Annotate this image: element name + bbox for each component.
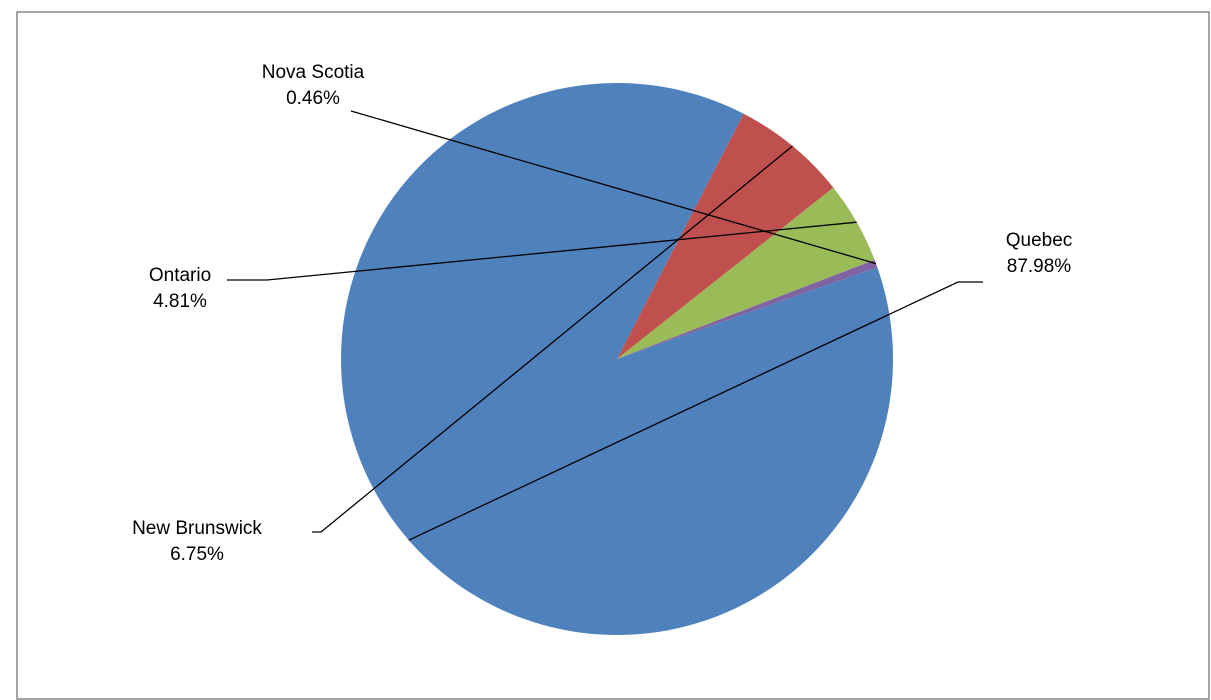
leaders-layer (227, 110, 983, 541)
leader-line-nova-scotia (350, 110, 877, 265)
data-label-quebec: Quebec 87.98% (1006, 230, 1073, 277)
data-label-category: Nova Scotia (262, 62, 365, 83)
data-label-category: Quebec (1006, 230, 1073, 251)
data-label-value: 4.81% (153, 291, 207, 312)
data-label-nova-scotia: Nova Scotia 0.46% (262, 62, 365, 109)
pie-slice-nova-scotia (617, 259, 878, 359)
data-label-category: New Brunswick (132, 518, 262, 539)
leader-line-new-brunswick (312, 145, 793, 533)
leader-line-ontario (227, 221, 857, 281)
data-label-ontario: Ontario 4.81% (149, 265, 211, 312)
data-label-value: 6.75% (170, 544, 224, 565)
labels-layer: Quebec 87.98% New Brunswick 6.75% Ontario 4.8… (132, 62, 1072, 565)
pie-slice-quebec (341, 83, 894, 636)
data-label-value: 0.46% (286, 88, 340, 109)
data-label-new-brunswick: New Brunswick 6.75% (132, 518, 262, 565)
pie-slice-new-brunswick (617, 113, 834, 360)
leader-line-quebec (408, 281, 983, 541)
data-label-value: 87.98% (1007, 256, 1072, 277)
chart-border (16, 11, 1210, 700)
slices-layer (341, 83, 894, 636)
data-label-category: Ontario (149, 265, 211, 286)
pie-slice-ontario (617, 187, 875, 359)
